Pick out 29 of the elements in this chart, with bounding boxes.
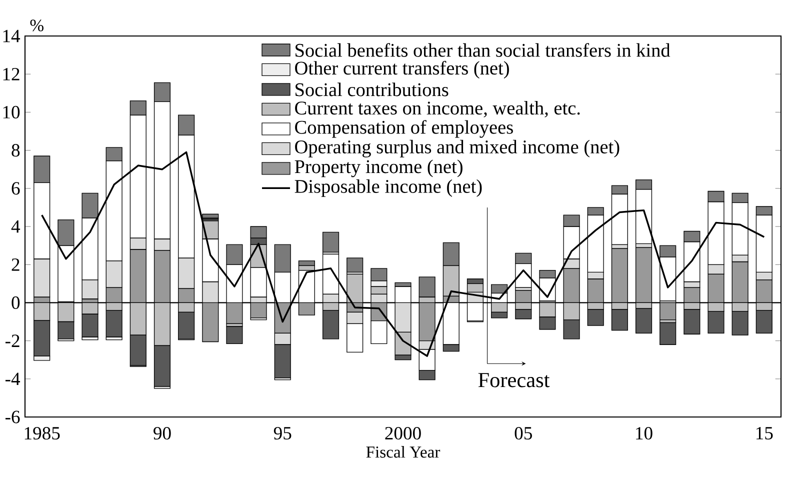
x-tick-label: 95 [274, 427, 292, 440]
legend-label: Compensation of employees [295, 120, 513, 138]
x-tick-label: 10 [636, 427, 652, 440]
x-tick-label: 05 [514, 427, 532, 440]
y-tick-label: -2 [6, 334, 20, 347]
y-tick-label: 8 [12, 144, 20, 157]
legend-label: Operating surplus and mixed income (net) [295, 140, 620, 158]
ref-line-label: Forecast [478, 373, 550, 388]
y-tick-label: 2 [12, 258, 20, 271]
y-tick-label: 4 [11, 220, 20, 233]
legend-label: Social contributions [296, 82, 448, 96]
y-tick-label: 14 [3, 30, 20, 42]
x-tick-label: 90 [154, 427, 171, 440]
legend-label: Disposable income (net) [294, 179, 482, 197]
y-tick-label: -6 [6, 410, 20, 424]
legend-label: Other current transfers (net) [295, 60, 509, 79]
legend-label: Property income (net) [294, 160, 462, 178]
x-axis-title: Fiscal Year [366, 446, 440, 458]
y-tick-label: 0 [12, 296, 20, 309]
y-axis-title: % [30, 20, 44, 32]
y-tick-label: 10 [3, 106, 20, 118]
x-tick-label: 2000 [385, 427, 421, 440]
y-tick-label: -4 [6, 372, 20, 386]
legend-label: Social benefits other than social transfers in kind [296, 43, 670, 57]
x-tick-label: 15 [756, 426, 773, 440]
y-tick-label: 12 [3, 68, 20, 80]
x-tick-label: 1985 [24, 427, 60, 440]
legend-label: Current taxes on income, wealth, etc. [295, 101, 580, 118]
y-tick-label: 6 [12, 182, 20, 195]
